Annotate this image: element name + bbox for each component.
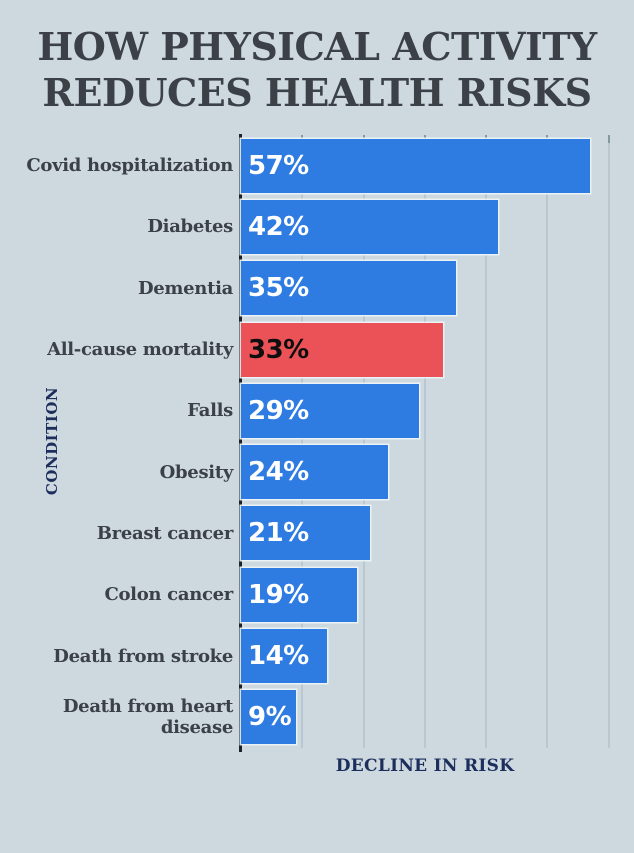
category-label: Obesity [159, 461, 234, 483]
category-label: Breast cancer [96, 522, 234, 544]
chart-title-line1: HOW PHYSICAL ACTIVITY [37, 24, 597, 69]
y-axis-line [239, 134, 242, 752]
value-label: 42% [248, 211, 309, 242]
bar-row: Breast cancer 21% [0, 503, 621, 564]
gridline [301, 135, 304, 748]
bar: 42% [241, 199, 499, 254]
bar-area: 24% [241, 441, 621, 502]
value-label: 33% [248, 334, 309, 365]
bar-area: 33% [241, 319, 621, 380]
bar-chart: Covid hospitalization 57% Diabetes 42% Demen… [0, 135, 621, 748]
value-label: 19% [248, 579, 309, 610]
value-label: 29% [248, 395, 309, 426]
value-label: 9% [248, 702, 292, 733]
value-label: 57% [248, 150, 309, 181]
bar-area: 19% [241, 564, 621, 625]
bar: 35% [241, 261, 456, 316]
value-label: 21% [248, 518, 309, 549]
bar-row: Diabetes 42% [0, 196, 621, 257]
bar-area: 21% [241, 503, 621, 564]
bar: 29% [241, 383, 419, 438]
category-label: Dementia [137, 277, 233, 299]
chart-title-line2: REDUCES HEALTH RISKS [42, 70, 592, 115]
bar-row: Colon cancer 19% [0, 564, 621, 625]
gridline [362, 135, 365, 748]
bar: 9% [241, 690, 297, 745]
bar: 21% [241, 506, 370, 561]
gridline [423, 135, 426, 748]
chart-title: HOW PHYSICAL ACTIVITY REDUCES HEALTH RIS… [0, 24, 634, 116]
category-label: All-cause mortality [47, 339, 233, 361]
gridline [546, 135, 549, 748]
bar-area: 57% [241, 135, 621, 196]
bar-row: Obesity 24% [0, 441, 621, 502]
gridline [485, 135, 488, 748]
bar-row: Covid hospitalization 57% [0, 135, 621, 196]
y-axis-title: CONDITION [43, 386, 61, 496]
bar-row: Falls 29% [0, 380, 621, 441]
x-axis-title: DECLINE IN RISK [335, 756, 515, 776]
gridline [607, 135, 610, 748]
bar: 19% [241, 567, 358, 622]
bar-highlighted: 33% [241, 322, 444, 377]
bar: 24% [241, 445, 389, 500]
bar-area: 42% [241, 196, 621, 257]
bar: 57% [241, 138, 591, 193]
category-label: Death from stroke [53, 645, 233, 667]
bar-area: 29% [241, 380, 621, 441]
value-label: 24% [248, 457, 309, 488]
category-label: Diabetes [147, 216, 233, 238]
bar-area: 9% [241, 687, 621, 748]
bar-area: 14% [241, 625, 621, 686]
bar-row: Dementia 35% [0, 258, 621, 319]
bar-row: All-cause mortality 33% [0, 319, 621, 380]
bar: 14% [241, 629, 327, 684]
category-label: Death from heart disease [62, 696, 233, 739]
bar-area: 35% [241, 258, 621, 319]
bar-row: Death from stroke 14% [0, 625, 621, 686]
category-label: Colon cancer [104, 584, 233, 606]
value-label: 35% [248, 273, 309, 304]
category-label: Covid hospitalization [26, 155, 233, 177]
value-label: 14% [248, 641, 309, 672]
bar-row: Death from heart disease 9% [0, 687, 621, 748]
category-label: Falls [187, 400, 233, 422]
